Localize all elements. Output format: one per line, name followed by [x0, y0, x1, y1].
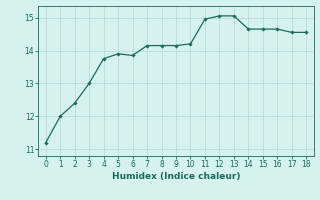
X-axis label: Humidex (Indice chaleur): Humidex (Indice chaleur)	[112, 172, 240, 181]
